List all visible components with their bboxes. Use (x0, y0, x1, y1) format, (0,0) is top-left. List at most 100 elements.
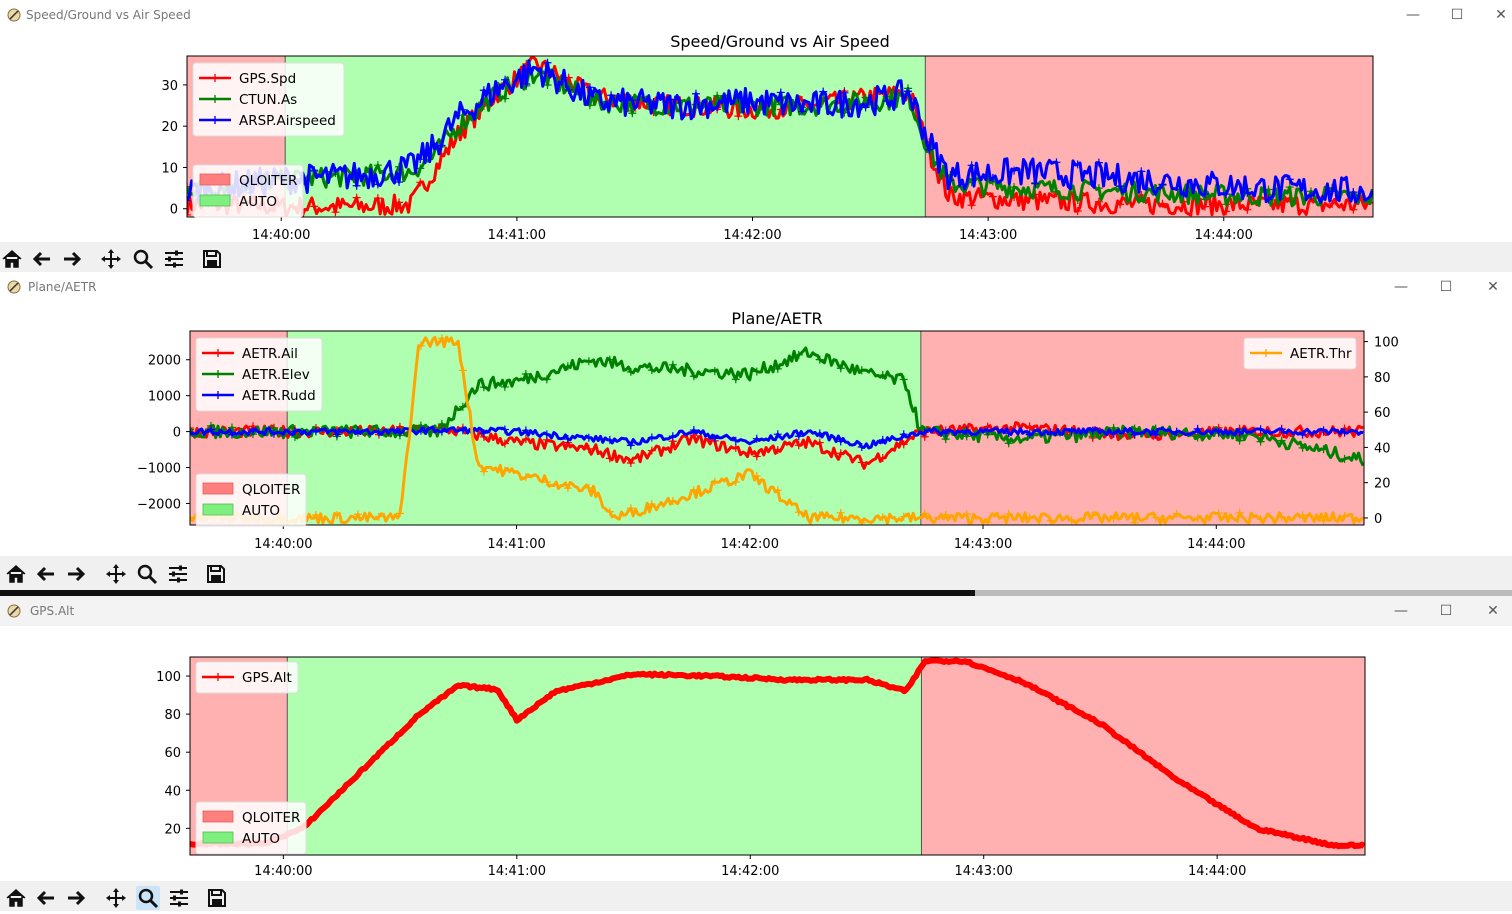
x-tick-label: 14:42:00 (721, 864, 779, 879)
window-title: GPS.Alt (30, 604, 75, 618)
y-tick-label: 0 (173, 426, 181, 441)
legend: AETR.Thr (1243, 337, 1357, 370)
y-tick-label: 1000 (148, 390, 181, 405)
window-gap-light (975, 590, 1512, 596)
window-title: Plane/AETR (28, 280, 97, 294)
maximize-icon[interactable]: ☐ (1439, 603, 1453, 619)
axes-frame (186, 55, 1374, 218)
pan-icon[interactable] (104, 886, 128, 910)
toolbar (0, 556, 1512, 590)
legend-entry: AUTO (242, 503, 280, 519)
back-arrow-icon[interactable] (34, 886, 58, 910)
series-line-gps-spd (187, 56, 1373, 217)
configure-subplots-icon[interactable] (166, 562, 190, 586)
toolbar (0, 881, 1512, 911)
x-tick-label: 14:42:00 (723, 228, 781, 242)
mode-region-auto (287, 657, 922, 855)
back-arrow-icon[interactable] (30, 247, 54, 271)
series-line-gps-alt (190, 657, 1365, 850)
save-icon[interactable] (200, 247, 224, 271)
legend: QLOITER AUTO (192, 164, 304, 218)
legend-entry: GPS.Alt (242, 670, 292, 686)
close-icon[interactable]: ✕ (1495, 7, 1507, 23)
legend: GPS.Alt (195, 661, 299, 694)
window-gap (0, 590, 1512, 596)
home-icon[interactable] (0, 247, 24, 271)
zoom-icon[interactable] (136, 886, 160, 910)
y-tick-label: 10 (161, 161, 178, 176)
x-tick-label: 14:40:00 (254, 537, 312, 552)
legend-entry: AETR.Thr (1290, 346, 1352, 362)
y2-tick-label: 80 (1374, 371, 1391, 386)
window-speed: Speed/Ground vs Air Speed — ☐ ✕ Speed/Gr… (0, 0, 1512, 272)
y-tick-label: 2000 (148, 354, 181, 369)
home-icon[interactable] (4, 562, 28, 586)
y-tick-label: −1000 (137, 462, 181, 477)
x-tick-label: 14:44:00 (1195, 228, 1253, 242)
legend-entry: CTUN.As (239, 92, 297, 108)
title-bar[interactable]: Plane/AETR — ☐ ✕ (0, 272, 1512, 302)
x-tick-label: 14:42:00 (721, 537, 779, 552)
y2-tick-label: 60 (1374, 406, 1391, 421)
x-tick-label: 14:43:00 (954, 537, 1012, 552)
window-aetr: Plane/AETR — ☐ ✕ Plane/AETR 14:40:00 14:41… (0, 272, 1512, 590)
back-arrow-icon[interactable] (34, 562, 58, 586)
series-line-aetr-rudd (190, 425, 1364, 450)
maximize-icon[interactable]: ☐ (1439, 279, 1453, 295)
speed-chart[interactable]: Speed/Ground vs Air Speed 14:40:00 14:41:0… (0, 30, 1512, 242)
zoom-icon[interactable] (135, 562, 159, 586)
legend-entry: AUTO (242, 831, 280, 847)
save-icon[interactable] (205, 886, 229, 910)
series-line-arsp-airspeed (187, 59, 1373, 206)
altitude-chart[interactable]: 14:40:00 14:41:00 14:42:00 14:43:00 14:44:00… (0, 626, 1512, 881)
y2-tick-label: 40 (1374, 441, 1391, 456)
x-tick-label: 14:43:00 (955, 864, 1013, 879)
legend-entry: QLOITER (242, 810, 300, 826)
pan-icon[interactable] (104, 562, 128, 586)
legend-entry: GPS.Spd (239, 71, 296, 87)
forward-arrow-icon[interactable] (60, 247, 84, 271)
app-icon (7, 8, 21, 22)
legend-entry: QLOITER (239, 173, 297, 189)
minimize-icon[interactable]: — (1394, 603, 1408, 619)
window-alt: GPS.Alt — ☐ ✕ 14:40:00 14:41:00 14:42:00 14… (0, 596, 1512, 911)
chart-title: Plane/AETR (731, 309, 822, 328)
app-icon (7, 280, 21, 294)
maximize-icon[interactable]: ☐ (1450, 7, 1464, 23)
configure-subplots-icon[interactable] (167, 886, 191, 910)
toolbar (0, 242, 1512, 272)
y-tick-label: 0 (170, 203, 178, 218)
forward-arrow-icon[interactable] (64, 562, 88, 586)
y-tick-label: 100 (156, 670, 181, 685)
y-tick-label: 40 (164, 784, 181, 799)
plot-area[interactable]: 14:40:00 14:41:00 14:42:00 14:43:00 14:44:00… (0, 626, 1512, 881)
zoom-icon[interactable] (131, 247, 155, 271)
legend-entry: AETR.Rudd (242, 388, 316, 404)
y2-tick-label: 0 (1374, 512, 1382, 527)
pan-icon[interactable] (99, 247, 123, 271)
y2-tick-label: 20 (1374, 477, 1391, 492)
app-icon (7, 604, 21, 618)
chart-title: Speed/Ground vs Air Speed (670, 32, 890, 51)
title-bar[interactable]: Speed/Ground vs Air Speed — ☐ ✕ (0, 0, 1512, 30)
home-icon[interactable] (4, 886, 28, 910)
close-icon[interactable]: ✕ (1487, 279, 1499, 295)
forward-arrow-icon[interactable] (64, 886, 88, 910)
plot-area[interactable]: Plane/AETR 14:40:00 14:41:00 14:42:00 14:43:… (0, 302, 1512, 556)
minimize-icon[interactable]: — (1394, 279, 1408, 295)
plot-area[interactable]: Speed/Ground vs Air Speed 14:40:00 14:41:0… (0, 30, 1512, 242)
axes-frame (189, 656, 1366, 856)
minimize-icon[interactable]: — (1406, 7, 1420, 23)
configure-subplots-icon[interactable] (162, 247, 186, 271)
close-icon[interactable]: ✕ (1487, 603, 1499, 619)
save-icon[interactable] (204, 562, 228, 586)
legend-entry: ARSP.Airspeed (239, 113, 336, 129)
y-tick-label: 20 (161, 120, 178, 135)
x-tick-label: 14:43:00 (959, 228, 1017, 242)
legend: QLOITER AUTO (195, 473, 307, 527)
x-tick-label: 14:41:00 (487, 537, 545, 552)
y-tick-label: 30 (161, 79, 178, 94)
title-bar[interactable]: GPS.Alt — ☐ ✕ (0, 596, 1512, 626)
aetr-chart[interactable]: Plane/AETR 14:40:00 14:41:00 14:42:00 14:43:… (0, 302, 1512, 556)
y-tick-label: −2000 (137, 497, 181, 512)
